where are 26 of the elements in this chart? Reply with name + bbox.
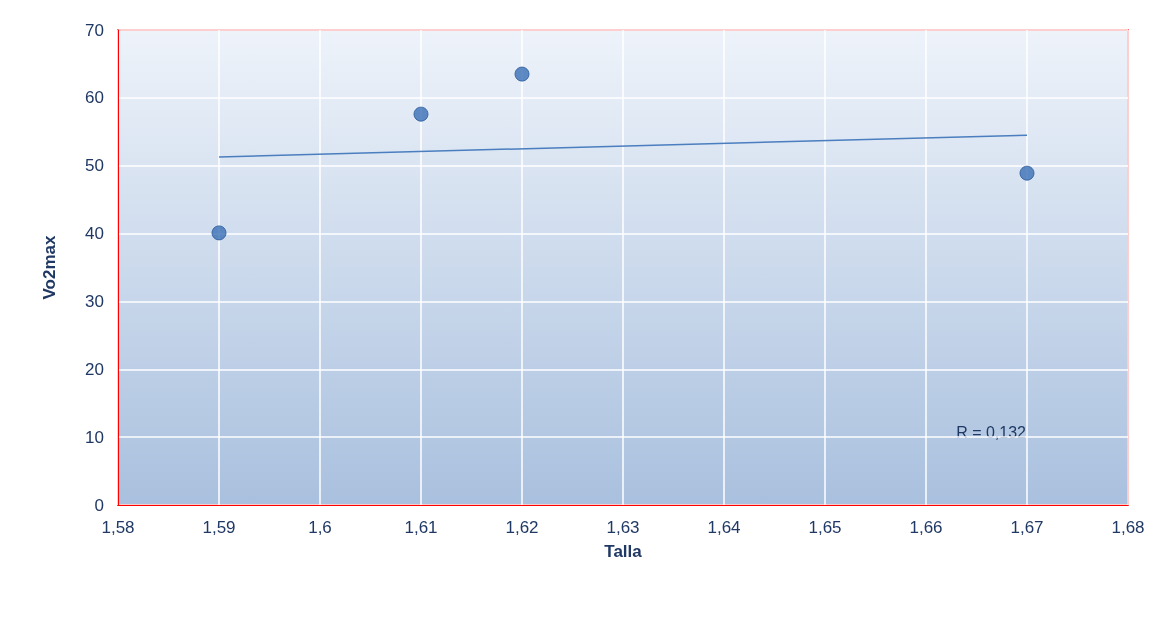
y-tick-label: 40	[85, 224, 104, 244]
x-tick-label: 1,65	[808, 518, 842, 537]
point	[413, 106, 429, 122]
x-tick-label: 1,67	[1010, 518, 1044, 537]
y-tick-label: 20	[85, 359, 104, 379]
y-tick-label: 70	[85, 20, 104, 40]
x-tick-label: 1,64	[707, 518, 741, 537]
point	[1019, 165, 1035, 181]
y-axis-title: Vo2max	[40, 234, 59, 300]
x-tick-label: 1,62	[505, 518, 539, 537]
annotation: R = 0,132	[956, 423, 1027, 441]
x-tick-label: 1,59	[202, 518, 236, 537]
y-tick-label: 10	[85, 427, 104, 447]
x-tick-label: 1,66	[909, 518, 943, 537]
x-tick-label: 1,63	[606, 518, 640, 537]
x-tick-label: 1,58	[101, 518, 135, 537]
point	[211, 225, 227, 241]
y-tick-label: 60	[85, 88, 104, 108]
x-tick-label: 1,61	[404, 518, 438, 537]
x-tick-label: 1,68	[1111, 518, 1145, 537]
point	[514, 66, 530, 82]
x-axis-title: Talla	[604, 542, 643, 561]
y-tick-label: 30	[85, 291, 104, 311]
y-tick-label: 0	[94, 495, 104, 515]
x-tick-label: 1,6	[308, 518, 332, 537]
y-tick-label: 50	[85, 156, 104, 176]
